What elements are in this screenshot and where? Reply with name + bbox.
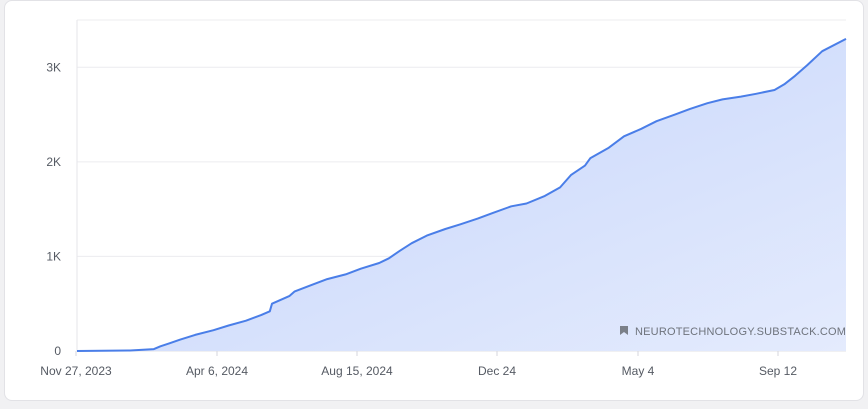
series-line bbox=[76, 38, 847, 352]
x-tick-label: Aug 15, 2024 bbox=[321, 364, 393, 378]
x-axis: Nov 27, 2023 Apr 6, 2024 Aug 15, 2024 Dec 2… bbox=[40, 351, 797, 378]
y-tick-label: 0 bbox=[54, 344, 61, 358]
x-tick-label: Apr 6, 2024 bbox=[186, 364, 248, 378]
watermark: NEUROTECHNOLOGY.SUBSTACK.COM bbox=[620, 326, 846, 338]
watermark-text: NEUROTECHNOLOGY.SUBSTACK.COM bbox=[635, 326, 846, 338]
x-tick-label: May 4 bbox=[622, 364, 655, 378]
y-tick-label: 3K bbox=[46, 60, 61, 74]
bookmark-icon bbox=[620, 326, 628, 335]
y-tick-label: 2K bbox=[46, 155, 61, 169]
y-tick-label: 1K bbox=[46, 249, 61, 263]
x-tick-label: Dec 24 bbox=[478, 364, 516, 378]
area-fill bbox=[77, 38, 846, 352]
x-tick-label: Nov 27, 2023 bbox=[40, 364, 112, 378]
y-axis: 0 1K 2K 3K bbox=[46, 60, 61, 358]
x-tick-label: Sep 12 bbox=[759, 364, 797, 378]
